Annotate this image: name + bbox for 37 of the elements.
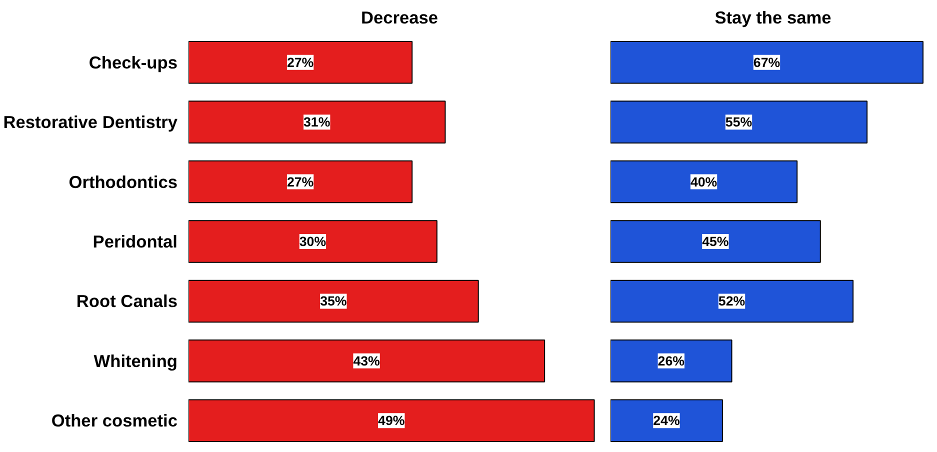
bar	[188, 100, 446, 144]
bar	[610, 160, 798, 204]
chart-title: Stay the same	[714, 8, 832, 28]
y-tick-label: Whitening	[94, 350, 178, 371]
bar	[188, 399, 595, 442]
data-label: 52%	[718, 294, 746, 309]
data-label: 35%	[320, 294, 347, 309]
bar	[610, 220, 821, 263]
bar	[610, 340, 732, 382]
data-label: 24%	[653, 413, 680, 428]
bar	[188, 220, 438, 263]
y-tick-label: Peridontal	[92, 232, 178, 252]
data-label: 67%	[753, 54, 780, 70]
data-label: 45%	[702, 234, 729, 249]
data-label: 40%	[690, 174, 718, 190]
bar	[610, 399, 723, 442]
data-label: 43%	[353, 353, 380, 368]
y-tick-label: Orthodontics	[68, 172, 178, 192]
data-label: 27%	[286, 174, 314, 190]
bar	[188, 280, 479, 323]
data-label: 31%	[304, 114, 330, 130]
bar	[610, 100, 868, 144]
y-tick-label: Other cosmetic	[51, 410, 178, 431]
data-label: 27%	[286, 54, 314, 70]
data-label: 26%	[658, 353, 685, 368]
bar	[188, 40, 413, 84]
data-label: 49%	[378, 413, 405, 428]
y-tick-label: Restorative Dentistry	[3, 112, 178, 132]
bar	[610, 40, 924, 84]
chart-title: Decrease	[360, 8, 438, 28]
data-label: 30%	[299, 234, 326, 249]
y-tick-label: Root Canals	[76, 291, 178, 312]
data-label: 55%	[725, 114, 752, 130]
bar	[188, 340, 546, 382]
bar	[188, 160, 413, 204]
y-tick-label: Check-ups	[88, 52, 178, 72]
bar	[610, 280, 854, 323]
